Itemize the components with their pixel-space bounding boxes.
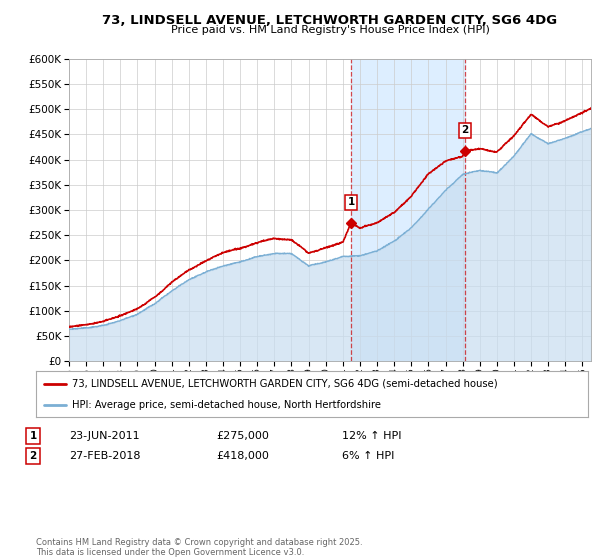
Text: Contains HM Land Registry data © Crown copyright and database right 2025.
This d: Contains HM Land Registry data © Crown c… [36,538,362,557]
Text: HPI: Average price, semi-detached house, North Hertfordshire: HPI: Average price, semi-detached house,… [72,400,381,410]
Text: 12% ↑ HPI: 12% ↑ HPI [342,431,401,441]
Text: 73, LINDSELL AVENUE, LETCHWORTH GARDEN CITY, SG6 4DG: 73, LINDSELL AVENUE, LETCHWORTH GARDEN C… [103,14,557,27]
Text: 2: 2 [29,451,37,461]
Text: £275,000: £275,000 [216,431,269,441]
Text: 1: 1 [29,431,37,441]
Text: Price paid vs. HM Land Registry's House Price Index (HPI): Price paid vs. HM Land Registry's House … [170,25,490,35]
Text: 23-JUN-2011: 23-JUN-2011 [69,431,140,441]
Text: 2: 2 [461,125,469,136]
Text: 27-FEB-2018: 27-FEB-2018 [69,451,140,461]
Text: £418,000: £418,000 [216,451,269,461]
Text: 73, LINDSELL AVENUE, LETCHWORTH GARDEN CITY, SG6 4DG (semi-detached house): 73, LINDSELL AVENUE, LETCHWORTH GARDEN C… [72,379,497,389]
Text: 1: 1 [347,198,355,207]
Bar [351,59,465,361]
Text: 6% ↑ HPI: 6% ↑ HPI [342,451,394,461]
